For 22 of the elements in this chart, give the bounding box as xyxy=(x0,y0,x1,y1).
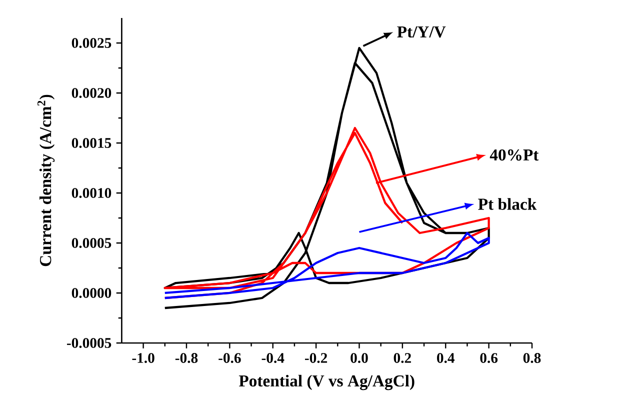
x-tick-label: -0.4 xyxy=(262,353,284,364)
x-tick-label: -1.0 xyxy=(132,353,154,364)
x-tick-label: -0.6 xyxy=(218,353,241,364)
y-tick-label: 0.0020 xyxy=(72,88,112,98)
y-tick-label: -0.0005 xyxy=(66,338,112,348)
x-tick-label: 0.8 xyxy=(523,353,541,364)
legend-label: Pt black xyxy=(478,198,537,210)
x-tick-label: -0.2 xyxy=(304,353,328,364)
y-tick-label: 0.0015 xyxy=(72,138,112,148)
x-tick-label: 0.0 xyxy=(350,353,368,364)
y-tick-label: 0.0000 xyxy=(72,288,112,298)
y-axis-title: Current density (A/cm$^{2}$) xyxy=(38,94,55,266)
x-axis-title: Potential (V vs Ag/AgCl) xyxy=(238,374,414,390)
legend-label: Pt/Y/V xyxy=(397,26,446,38)
x-tick-label: 0.4 xyxy=(437,353,455,364)
x-tick-label: 0.6 xyxy=(480,353,498,364)
legend-label: 40%Pt xyxy=(490,149,539,161)
x-tick-label: 0.2 xyxy=(394,353,411,364)
x-tick-label: -0.8 xyxy=(175,353,198,364)
y-tick-label: 0.0005 xyxy=(72,238,112,248)
y-tick-label: 0.0010 xyxy=(72,188,112,198)
y-tick-label: 0.0025 xyxy=(72,38,112,48)
